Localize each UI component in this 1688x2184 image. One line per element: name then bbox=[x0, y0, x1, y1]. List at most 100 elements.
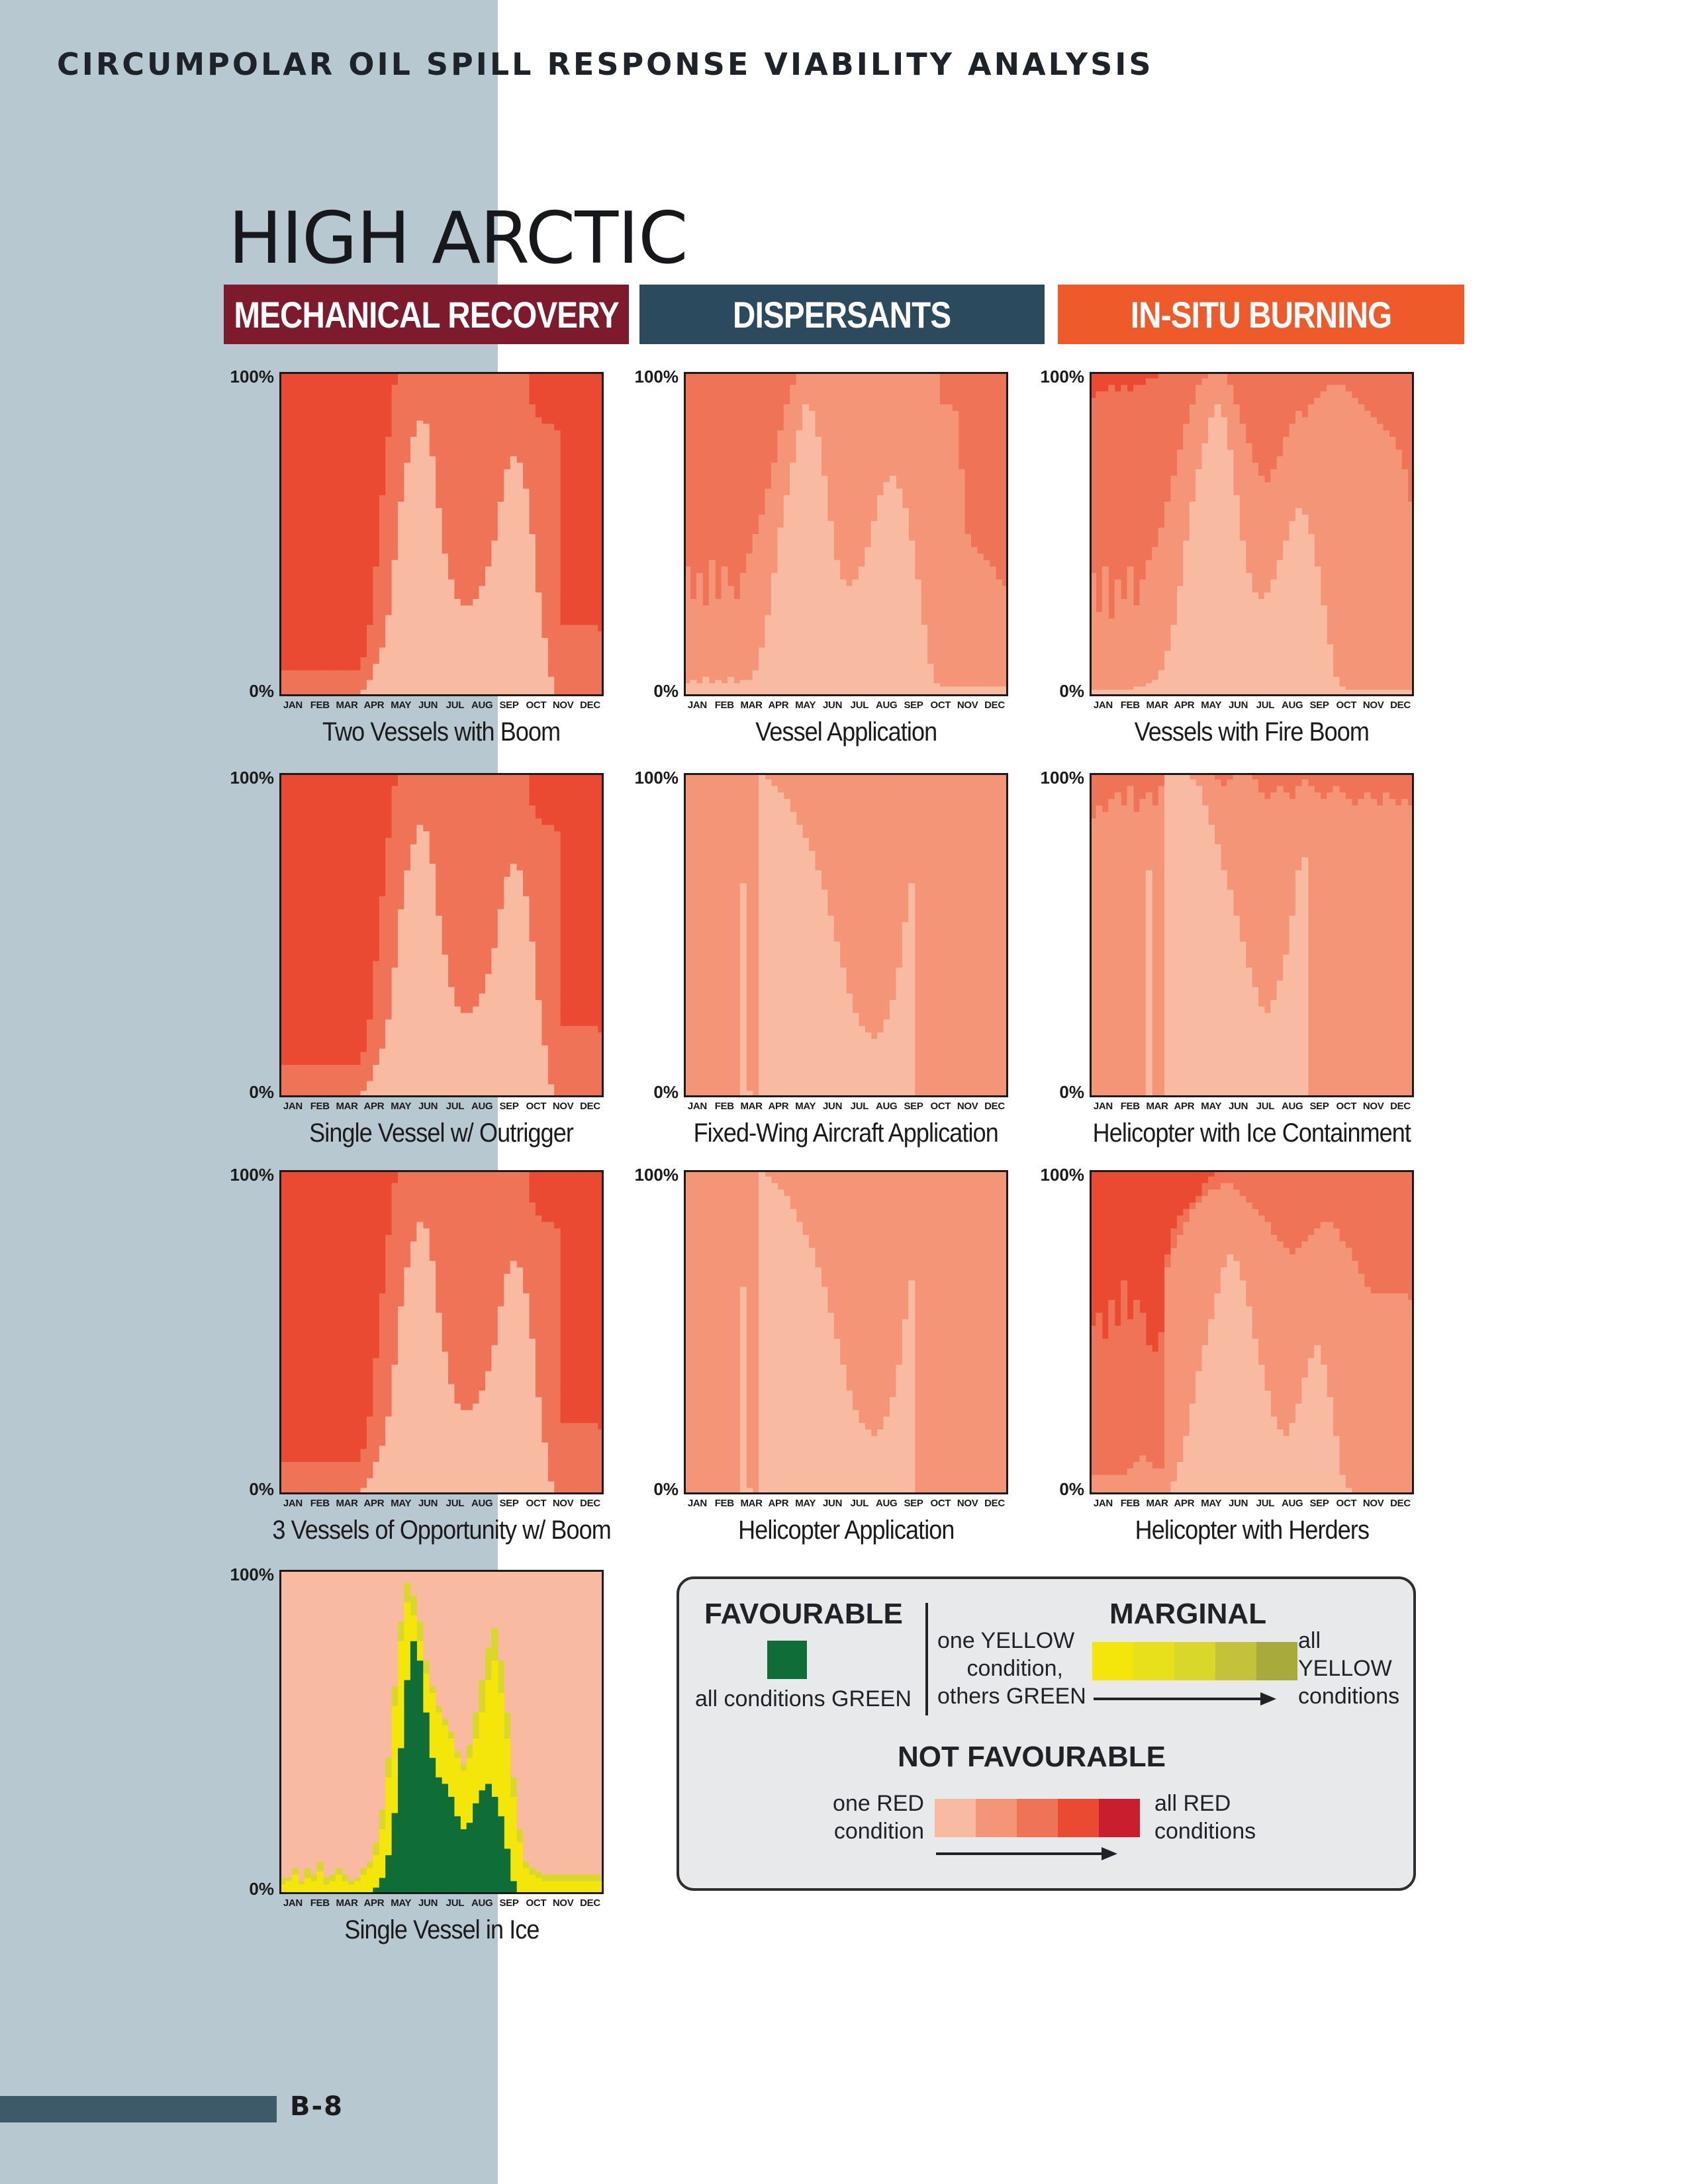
month-tick-label: APR bbox=[363, 1498, 385, 1509]
chart-caption: Helicopter Application bbox=[644, 1516, 1048, 1545]
area-bar bbox=[373, 961, 380, 1097]
area-bar bbox=[585, 1026, 592, 1097]
area-bar bbox=[846, 372, 853, 696]
area-bar bbox=[285, 1065, 293, 1097]
area-bar bbox=[846, 1170, 853, 1494]
area-bar bbox=[398, 502, 405, 696]
month-tick-label: SEP bbox=[499, 1498, 519, 1509]
area-bar bbox=[491, 540, 498, 696]
area-bar bbox=[765, 615, 772, 696]
area-bar bbox=[1233, 495, 1240, 696]
month-tick-label: MAY bbox=[795, 1498, 816, 1509]
series-layer bbox=[360, 420, 555, 696]
area-bar bbox=[733, 683, 741, 696]
area-bar bbox=[453, 1403, 461, 1494]
area-bar bbox=[1345, 1488, 1352, 1494]
area-bar bbox=[348, 1170, 355, 1494]
area-bar bbox=[491, 372, 498, 696]
area-bar bbox=[429, 1261, 436, 1494]
area-bar bbox=[771, 1183, 778, 1494]
area-bar bbox=[821, 1287, 828, 1494]
area-bar bbox=[1133, 385, 1140, 696]
area-bar bbox=[846, 586, 853, 696]
category-dispersants: DISPERSANTS bbox=[639, 285, 1045, 344]
area-bar bbox=[783, 495, 790, 696]
month-tick-label: NOV bbox=[957, 700, 978, 711]
area-bar bbox=[1295, 870, 1302, 1097]
area-bar bbox=[442, 1170, 449, 1494]
area-bar bbox=[1382, 1293, 1389, 1494]
area-bar bbox=[360, 1052, 367, 1097]
area-bar bbox=[1401, 799, 1409, 1097]
area-bar bbox=[479, 773, 486, 1097]
area-bar bbox=[541, 1442, 548, 1494]
area-bar bbox=[1333, 786, 1340, 1097]
area-bar bbox=[1345, 391, 1352, 696]
area-bar bbox=[435, 1312, 442, 1494]
month-tick-label: NOV bbox=[552, 1101, 574, 1112]
area-bar bbox=[1196, 1203, 1203, 1494]
area-bar bbox=[422, 424, 430, 696]
area-bar bbox=[354, 773, 361, 1097]
y-axis-bottom-label: 0% bbox=[249, 1879, 274, 1899]
month-tick-label: FEB bbox=[714, 700, 734, 711]
area-bar bbox=[379, 1829, 386, 1894]
y-axis-bottom-label: 0% bbox=[653, 1479, 679, 1499]
area-bar bbox=[572, 1026, 579, 1097]
area-bar bbox=[442, 1351, 449, 1494]
area-bar bbox=[285, 1462, 293, 1494]
area-bar bbox=[579, 625, 586, 696]
area-bar bbox=[945, 686, 953, 696]
area-bar bbox=[715, 1170, 722, 1494]
area-bar bbox=[970, 779, 978, 1097]
area-bar bbox=[1351, 805, 1358, 1097]
legend-color-swatch bbox=[1099, 1799, 1140, 1837]
area-bar bbox=[708, 773, 716, 1097]
area-bar bbox=[996, 686, 1003, 696]
area-bar bbox=[989, 1176, 996, 1494]
area-bar bbox=[1114, 792, 1121, 1097]
area-bar bbox=[808, 850, 816, 1097]
area-bar bbox=[453, 372, 461, 696]
area-bar bbox=[1090, 1326, 1097, 1494]
area-bar bbox=[690, 599, 697, 696]
area-bar bbox=[1401, 1293, 1409, 1494]
area-bar bbox=[304, 372, 311, 696]
area-bar bbox=[354, 1462, 361, 1494]
area-bar bbox=[727, 676, 734, 696]
area-bar bbox=[316, 1170, 324, 1494]
area-bar bbox=[1327, 1222, 1334, 1494]
area-bar bbox=[1358, 404, 1365, 696]
area-bar bbox=[391, 786, 399, 1097]
area-bar bbox=[553, 831, 561, 1097]
area-bar bbox=[335, 1874, 342, 1894]
area-bar bbox=[535, 1000, 542, 1097]
area-bar bbox=[945, 786, 953, 1097]
area-bar bbox=[1145, 378, 1152, 696]
area-bar bbox=[1090, 398, 1097, 696]
month-tick-label: APR bbox=[1174, 1101, 1195, 1112]
area-bar bbox=[1152, 1351, 1159, 1494]
area-bar bbox=[460, 1829, 467, 1894]
area-bar bbox=[1145, 870, 1152, 1097]
category-in-situ-burning: IN-SITU BURNING bbox=[1058, 285, 1464, 344]
area-bar bbox=[422, 831, 430, 1097]
series-layer bbox=[739, 1170, 915, 1494]
area-bar bbox=[1114, 1326, 1121, 1494]
area-bar bbox=[310, 372, 318, 696]
area-bar bbox=[391, 1813, 399, 1894]
area-bar bbox=[597, 773, 604, 1097]
area-bar bbox=[1358, 799, 1365, 1097]
month-tick-label: NOV bbox=[1362, 1498, 1384, 1509]
area-bar bbox=[391, 1365, 399, 1494]
area-bar bbox=[1264, 799, 1271, 1097]
area-bar bbox=[1152, 1170, 1159, 1494]
area-bar bbox=[373, 773, 380, 1097]
month-tick-label: JUN bbox=[418, 1101, 438, 1112]
area-bar bbox=[1208, 1319, 1215, 1494]
area-bar bbox=[976, 372, 984, 696]
area-bar bbox=[1320, 605, 1327, 696]
area-bar bbox=[585, 1170, 592, 1494]
area-bar bbox=[708, 1170, 716, 1494]
y-axis-top-label: 100% bbox=[1040, 1165, 1085, 1185]
